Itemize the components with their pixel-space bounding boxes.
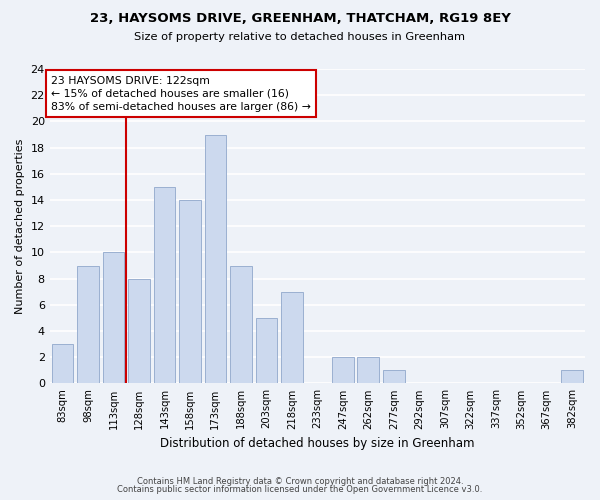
Bar [205,134,226,384]
X-axis label: Distribution of detached houses by size in Greenham: Distribution of detached houses by size … [160,437,475,450]
Bar [256,318,277,384]
Text: 23 HAYSOMS DRIVE: 122sqm
← 15% of detached houses are smaller (16)
83% of semi-d: 23 HAYSOMS DRIVE: 122sqm ← 15% of detach… [51,76,311,112]
Text: Size of property relative to detached houses in Greenham: Size of property relative to detached ho… [134,32,466,42]
Bar [179,200,201,384]
Bar [358,357,379,384]
Bar [383,370,404,384]
Bar [281,292,302,384]
Text: 23, HAYSOMS DRIVE, GREENHAM, THATCHAM, RG19 8EY: 23, HAYSOMS DRIVE, GREENHAM, THATCHAM, R… [89,12,511,26]
Bar [154,187,175,384]
Bar [77,266,99,384]
Bar [230,266,251,384]
Bar [128,278,150,384]
Bar [332,357,353,384]
Text: Contains HM Land Registry data © Crown copyright and database right 2024.: Contains HM Land Registry data © Crown c… [137,477,463,486]
Bar [562,370,583,384]
Bar [52,344,73,384]
Y-axis label: Number of detached properties: Number of detached properties [15,138,25,314]
Text: Contains public sector information licensed under the Open Government Licence v3: Contains public sector information licen… [118,485,482,494]
Bar [103,252,124,384]
